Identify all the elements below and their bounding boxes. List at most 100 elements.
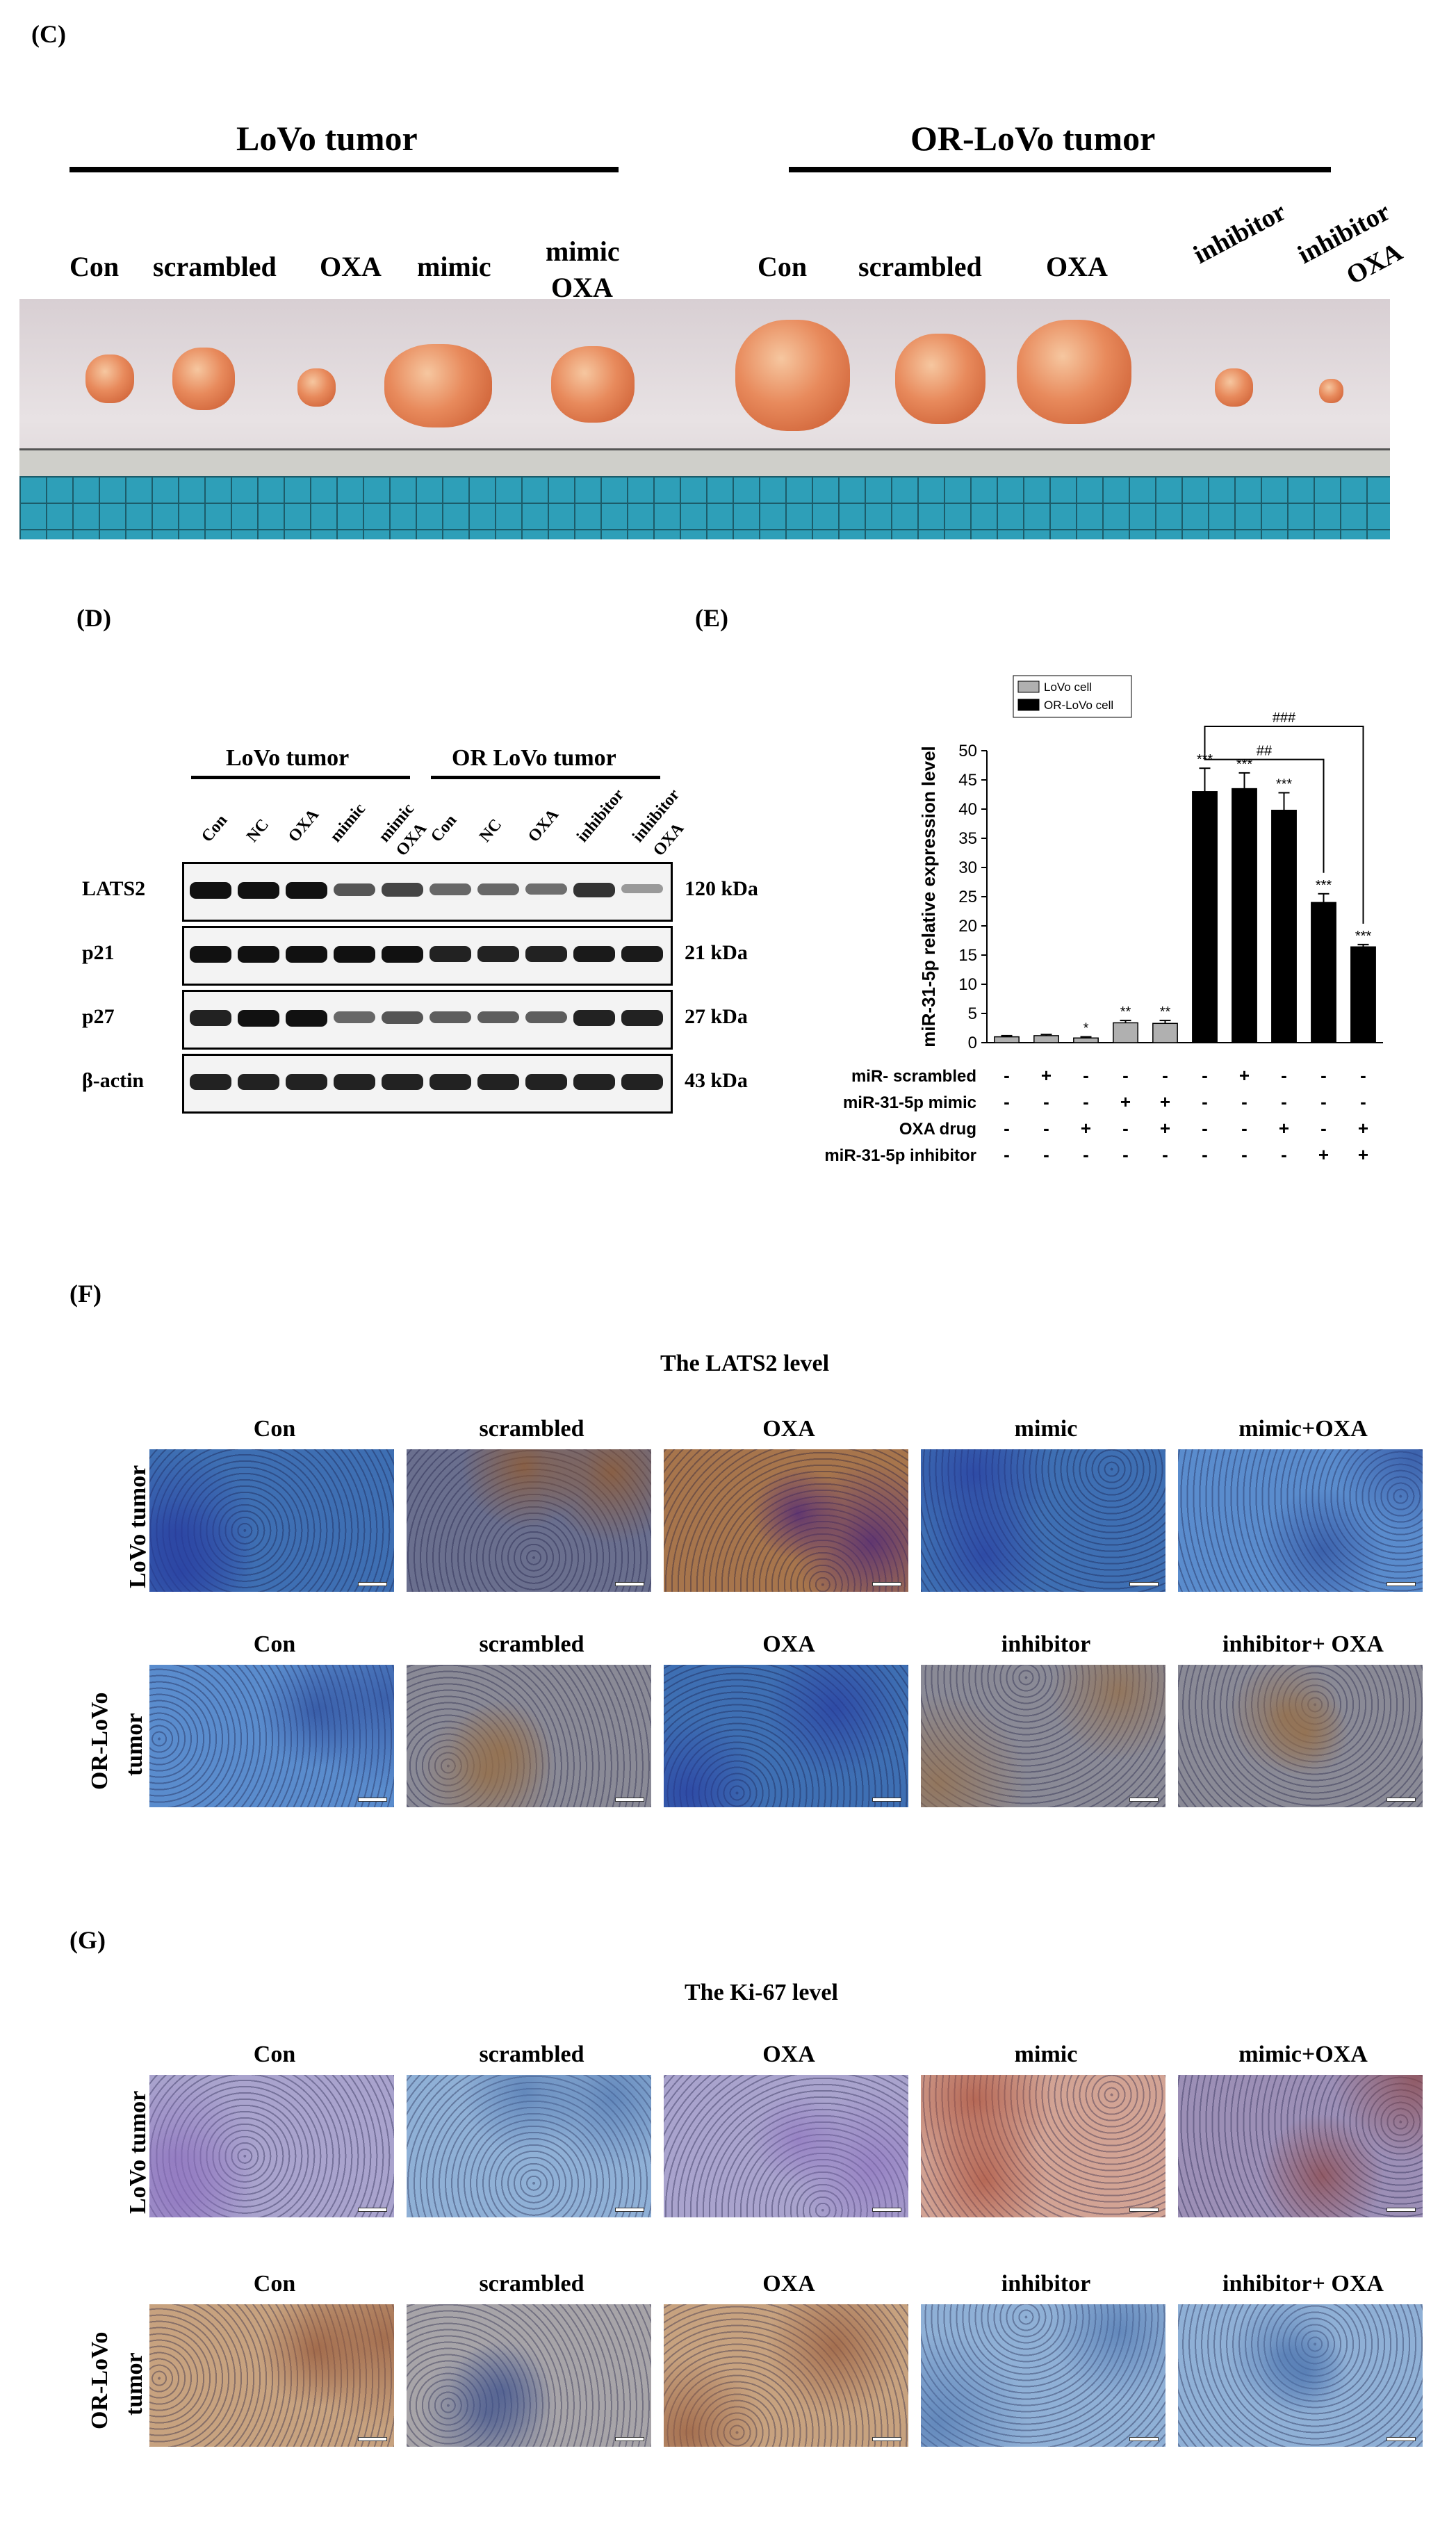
tumor-10: [1319, 379, 1343, 403]
scale-bar: [615, 1798, 644, 1802]
treatment-mark: -: [1320, 1091, 1327, 1112]
blot-band: [573, 1074, 615, 1090]
treatment-mark: -: [1122, 1144, 1129, 1165]
panel-d-group-right: OR LoVo tumor: [452, 745, 616, 771]
ihc-row-label: OR-LoVo: [87, 2331, 113, 2429]
ihc-column-label: inhibitor: [1001, 2271, 1091, 2297]
tumor-5: [551, 346, 635, 423]
blot-band: [286, 1010, 327, 1027]
ihc-column-label: inhibitor+ OXA: [1222, 1631, 1384, 1657]
ihc-column-label: OXA: [762, 1631, 815, 1657]
blot-band: [621, 1074, 663, 1090]
blot-protein-label: β-actin: [82, 1069, 145, 1092]
treatment-mark: -: [1202, 1118, 1208, 1139]
significance-label: ***: [1316, 878, 1332, 893]
panel-c-lbl-mimic-oxa-2: OXA: [551, 272, 613, 303]
scale-bar: [872, 2208, 901, 2212]
blot-band: [190, 1074, 231, 1090]
ihc-column-label: OXA: [762, 2271, 815, 2297]
blot-band: [573, 1010, 615, 1026]
ihc-column-label: scrambled: [479, 1416, 584, 1442]
scale-bar: [1129, 1582, 1159, 1586]
y-tick-label: 45: [958, 771, 977, 790]
treatment-mark: +: [1081, 1118, 1091, 1139]
legend-label: OR-LoVo cell: [1044, 699, 1113, 712]
blot-size-label: 120 kDa: [685, 877, 758, 900]
treatment-mark: -: [1083, 1065, 1089, 1086]
bar: [1033, 1035, 1059, 1043]
blot-lane-label: OXA: [285, 806, 323, 846]
panel-g-title: The Ki-67 level: [685, 1980, 838, 2005]
treatment-mark: +: [1358, 1118, 1368, 1139]
treatment-mark: -: [1083, 1091, 1089, 1112]
treatment-mark: -: [1241, 1144, 1248, 1165]
y-tick-label: 50: [958, 742, 977, 760]
significance-bracket: [1204, 753, 1325, 873]
blot-band: [477, 1011, 519, 1024]
blot-band: [238, 882, 279, 899]
treatment-mark: -: [1004, 1065, 1010, 1086]
legend-swatch: [1017, 681, 1040, 693]
legend-box: [1013, 675, 1132, 718]
scale-bar: [358, 2208, 387, 2212]
ihc-image: [407, 2304, 651, 2447]
blot-band: [621, 946, 663, 963]
blot-band: [382, 1074, 423, 1090]
treatment-mark: +: [1239, 1065, 1250, 1086]
blot-band: [430, 1074, 471, 1090]
treatment-mark: -: [1202, 1091, 1208, 1112]
blot-lane-label: NC: [243, 815, 273, 846]
tumor-4: [384, 344, 492, 427]
blot-band: [430, 946, 471, 962]
blot-band: [238, 946, 279, 963]
ihc-row-label: tumor: [122, 2352, 147, 2415]
treatment-mark: -: [1360, 1091, 1366, 1112]
blot-band: [621, 884, 663, 893]
treatment-mark: +: [1358, 1144, 1368, 1165]
ihc-image: [664, 2304, 908, 2447]
scale-bar: [358, 2437, 387, 2441]
tumor-7: [895, 334, 985, 424]
ihc-image: [149, 2304, 394, 2447]
blot-band: [238, 1010, 279, 1027]
panel-c-lbl-mimic-oxa-1: mimic: [546, 236, 620, 267]
blot-protein-label: LATS2: [82, 877, 146, 900]
blot-strip: [182, 990, 673, 1050]
significance-bracket: [1204, 726, 1364, 924]
bracket-label: ##: [1257, 744, 1273, 759]
treatment-label: miR- scrambled: [851, 1067, 976, 1086]
ihc-image: [921, 1449, 1165, 1592]
treatment-mark: -: [1281, 1091, 1287, 1112]
scale-bar: [872, 1582, 901, 1586]
ihc-image: [921, 2075, 1165, 2217]
treatment-mark: -: [1122, 1065, 1129, 1086]
scale-bar: [358, 1582, 387, 1586]
ihc-row-label: LoVo tumor: [125, 1465, 151, 1588]
blot-band: [286, 946, 327, 963]
ihc-column-label: scrambled: [479, 1631, 584, 1657]
blot-band: [525, 946, 567, 962]
blot-band: [477, 946, 519, 962]
y-axis-label: miR-31-5p relative expression level: [918, 746, 939, 1048]
blot-band: [573, 946, 615, 963]
treatment-mark: -: [1043, 1144, 1049, 1165]
significance-label: *: [1083, 1021, 1089, 1036]
treatment-mark: +: [1041, 1065, 1052, 1086]
panel-c-lbl-scrambled: scrambled: [153, 251, 277, 282]
ihc-column-label: inhibitor: [1001, 1631, 1091, 1657]
treatment-mark: -: [1360, 1065, 1366, 1086]
y-tick-label: 10: [958, 975, 977, 994]
y-tick-label: 30: [958, 858, 977, 877]
bar: [994, 1036, 1020, 1043]
panel-e-label: (E): [695, 604, 728, 632]
treatment-mark: -: [1043, 1091, 1049, 1112]
y-tick-label: 20: [958, 917, 977, 936]
bar: [1152, 1022, 1178, 1043]
tumor-photo: [19, 299, 1390, 539]
treatment-mark: -: [1162, 1065, 1168, 1086]
panel-g-label: (G): [69, 1926, 106, 1954]
grid-mat: [19, 476, 1390, 539]
blot-band: [525, 1074, 567, 1090]
bar: [1232, 788, 1257, 1043]
legend-label: LoVo cell: [1044, 681, 1092, 694]
